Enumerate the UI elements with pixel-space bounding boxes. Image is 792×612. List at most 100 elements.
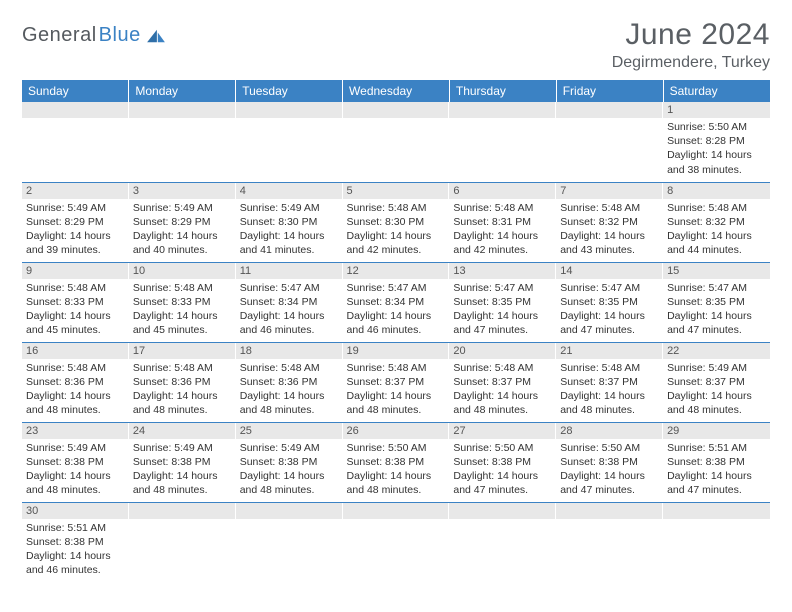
calendar-cell	[343, 502, 450, 582]
day-number: 30	[22, 503, 129, 519]
day-details: Sunrise: 5:48 AMSunset: 8:32 PMDaylight:…	[663, 199, 770, 262]
day-details: Sunrise: 5:48 AMSunset: 8:36 PMDaylight:…	[236, 359, 343, 422]
day-details: Sunrise: 5:50 AMSunset: 8:38 PMDaylight:…	[449, 439, 556, 502]
calendar-cell: 24Sunrise: 5:49 AMSunset: 8:38 PMDayligh…	[129, 422, 236, 502]
calendar-cell: 19Sunrise: 5:48 AMSunset: 8:37 PMDayligh…	[343, 342, 450, 422]
title-block: June 2024 Degirmendere, Turkey	[612, 18, 770, 72]
day-number: 5	[343, 183, 450, 199]
day-number	[449, 503, 556, 519]
day-details: Sunrise: 5:49 AMSunset: 8:37 PMDaylight:…	[663, 359, 770, 422]
calendar-cell: 14Sunrise: 5:47 AMSunset: 8:35 PMDayligh…	[556, 262, 663, 342]
day-details: Sunrise: 5:47 AMSunset: 8:35 PMDaylight:…	[663, 279, 770, 342]
day-details: Sunrise: 5:50 AMSunset: 8:38 PMDaylight:…	[556, 439, 663, 502]
day-details: Sunrise: 5:51 AMSunset: 8:38 PMDaylight:…	[663, 439, 770, 502]
day-number: 11	[236, 263, 343, 279]
logo-word-1: General	[22, 24, 97, 47]
day-details	[449, 519, 556, 575]
day-number: 13	[449, 263, 556, 279]
day-details: Sunrise: 5:48 AMSunset: 8:32 PMDaylight:…	[556, 199, 663, 262]
day-details	[129, 519, 236, 575]
day-details: Sunrise: 5:48 AMSunset: 8:33 PMDaylight:…	[22, 279, 129, 342]
day-details	[556, 519, 663, 575]
calendar-cell	[556, 502, 663, 582]
day-details	[663, 519, 770, 575]
calendar-row: 30Sunrise: 5:51 AMSunset: 8:38 PMDayligh…	[22, 502, 770, 582]
day-details: Sunrise: 5:47 AMSunset: 8:34 PMDaylight:…	[236, 279, 343, 342]
calendar-cell	[129, 502, 236, 582]
day-number: 29	[663, 423, 770, 439]
day-details: Sunrise: 5:49 AMSunset: 8:29 PMDaylight:…	[129, 199, 236, 262]
calendar-cell: 4Sunrise: 5:49 AMSunset: 8:30 PMDaylight…	[236, 182, 343, 262]
calendar-cell	[236, 102, 343, 182]
day-number: 22	[663, 343, 770, 359]
day-details: Sunrise: 5:48 AMSunset: 8:30 PMDaylight:…	[343, 199, 450, 262]
weekday-friday: Friday	[556, 80, 663, 102]
day-number: 9	[22, 263, 129, 279]
month-title: June 2024	[612, 18, 770, 52]
day-number: 26	[343, 423, 450, 439]
day-number: 7	[556, 183, 663, 199]
weekday-sunday: Sunday	[22, 80, 129, 102]
day-details	[449, 118, 556, 174]
day-number	[556, 503, 663, 519]
calendar-cell	[343, 102, 450, 182]
day-number: 14	[556, 263, 663, 279]
calendar-cell	[663, 502, 770, 582]
logo-word-2: Blue	[99, 24, 141, 47]
header: General Blue June 2024 Degirmendere, Tur…	[22, 18, 770, 72]
day-number: 4	[236, 183, 343, 199]
day-number: 12	[343, 263, 450, 279]
day-number	[236, 503, 343, 519]
day-number: 16	[22, 343, 129, 359]
day-details: Sunrise: 5:48 AMSunset: 8:31 PMDaylight:…	[449, 199, 556, 262]
calendar-cell: 30Sunrise: 5:51 AMSunset: 8:38 PMDayligh…	[22, 502, 129, 582]
calendar-cell: 10Sunrise: 5:48 AMSunset: 8:33 PMDayligh…	[129, 262, 236, 342]
day-details	[22, 118, 129, 174]
calendar-cell: 1Sunrise: 5:50 AMSunset: 8:28 PMDaylight…	[663, 102, 770, 182]
calendar-cell	[236, 502, 343, 582]
calendar-cell: 13Sunrise: 5:47 AMSunset: 8:35 PMDayligh…	[449, 262, 556, 342]
day-number: 24	[129, 423, 236, 439]
page: General Blue June 2024 Degirmendere, Tur…	[0, 0, 792, 600]
day-number: 25	[236, 423, 343, 439]
calendar-cell: 3Sunrise: 5:49 AMSunset: 8:29 PMDaylight…	[129, 182, 236, 262]
calendar-cell: 2Sunrise: 5:49 AMSunset: 8:29 PMDaylight…	[22, 182, 129, 262]
calendar-cell: 17Sunrise: 5:48 AMSunset: 8:36 PMDayligh…	[129, 342, 236, 422]
logo: General Blue	[22, 24, 167, 47]
calendar-row: 16Sunrise: 5:48 AMSunset: 8:36 PMDayligh…	[22, 342, 770, 422]
day-number: 15	[663, 263, 770, 279]
day-details: Sunrise: 5:47 AMSunset: 8:34 PMDaylight:…	[343, 279, 450, 342]
day-number: 19	[343, 343, 450, 359]
day-number	[343, 102, 450, 118]
day-details: Sunrise: 5:50 AMSunset: 8:28 PMDaylight:…	[663, 118, 770, 181]
day-number	[236, 102, 343, 118]
day-number: 10	[129, 263, 236, 279]
day-number: 20	[449, 343, 556, 359]
calendar-cell	[129, 102, 236, 182]
day-details: Sunrise: 5:51 AMSunset: 8:38 PMDaylight:…	[22, 519, 129, 582]
day-number: 17	[129, 343, 236, 359]
day-details	[236, 519, 343, 575]
calendar-cell: 6Sunrise: 5:48 AMSunset: 8:31 PMDaylight…	[449, 182, 556, 262]
day-details: Sunrise: 5:48 AMSunset: 8:36 PMDaylight:…	[22, 359, 129, 422]
calendar-cell: 20Sunrise: 5:48 AMSunset: 8:37 PMDayligh…	[449, 342, 556, 422]
calendar-cell: 8Sunrise: 5:48 AMSunset: 8:32 PMDaylight…	[663, 182, 770, 262]
calendar-cell: 25Sunrise: 5:49 AMSunset: 8:38 PMDayligh…	[236, 422, 343, 502]
weekday-tuesday: Tuesday	[236, 80, 343, 102]
calendar-cell: 21Sunrise: 5:48 AMSunset: 8:37 PMDayligh…	[556, 342, 663, 422]
day-details: Sunrise: 5:48 AMSunset: 8:36 PMDaylight:…	[129, 359, 236, 422]
day-details: Sunrise: 5:48 AMSunset: 8:37 PMDaylight:…	[449, 359, 556, 422]
calendar-row: 2Sunrise: 5:49 AMSunset: 8:29 PMDaylight…	[22, 182, 770, 262]
weekday-monday: Monday	[129, 80, 236, 102]
calendar-cell	[449, 502, 556, 582]
day-details: Sunrise: 5:49 AMSunset: 8:38 PMDaylight:…	[129, 439, 236, 502]
day-number	[22, 102, 129, 118]
day-details: Sunrise: 5:49 AMSunset: 8:30 PMDaylight:…	[236, 199, 343, 262]
calendar-cell	[449, 102, 556, 182]
day-number: 8	[663, 183, 770, 199]
weekday-wednesday: Wednesday	[343, 80, 450, 102]
calendar-cell	[22, 102, 129, 182]
day-details: Sunrise: 5:47 AMSunset: 8:35 PMDaylight:…	[556, 279, 663, 342]
logo-sail-icon	[145, 28, 167, 44]
day-number	[663, 503, 770, 519]
